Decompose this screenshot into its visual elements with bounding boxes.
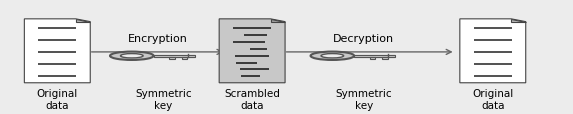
Polygon shape	[76, 20, 90, 22]
Circle shape	[110, 52, 154, 60]
Circle shape	[311, 52, 354, 60]
Polygon shape	[270, 20, 285, 22]
Polygon shape	[511, 20, 525, 22]
Bar	[169, 57, 175, 60]
Bar	[154, 55, 195, 57]
Polygon shape	[219, 20, 285, 83]
Circle shape	[321, 54, 344, 58]
Bar	[382, 57, 388, 60]
Polygon shape	[460, 20, 525, 83]
Text: Scrambled
data: Scrambled data	[224, 88, 280, 110]
Text: Encryption: Encryption	[128, 33, 187, 43]
Text: Original
data: Original data	[37, 88, 78, 110]
Text: Symmetric
key: Symmetric key	[135, 88, 191, 110]
Bar	[182, 57, 187, 60]
Text: Original
data: Original data	[472, 88, 513, 110]
Text: Symmetric
key: Symmetric key	[336, 88, 392, 110]
Bar	[354, 55, 395, 57]
Text: Decryption: Decryption	[333, 33, 394, 43]
Circle shape	[120, 54, 143, 58]
Bar	[370, 57, 375, 60]
Polygon shape	[24, 20, 90, 83]
